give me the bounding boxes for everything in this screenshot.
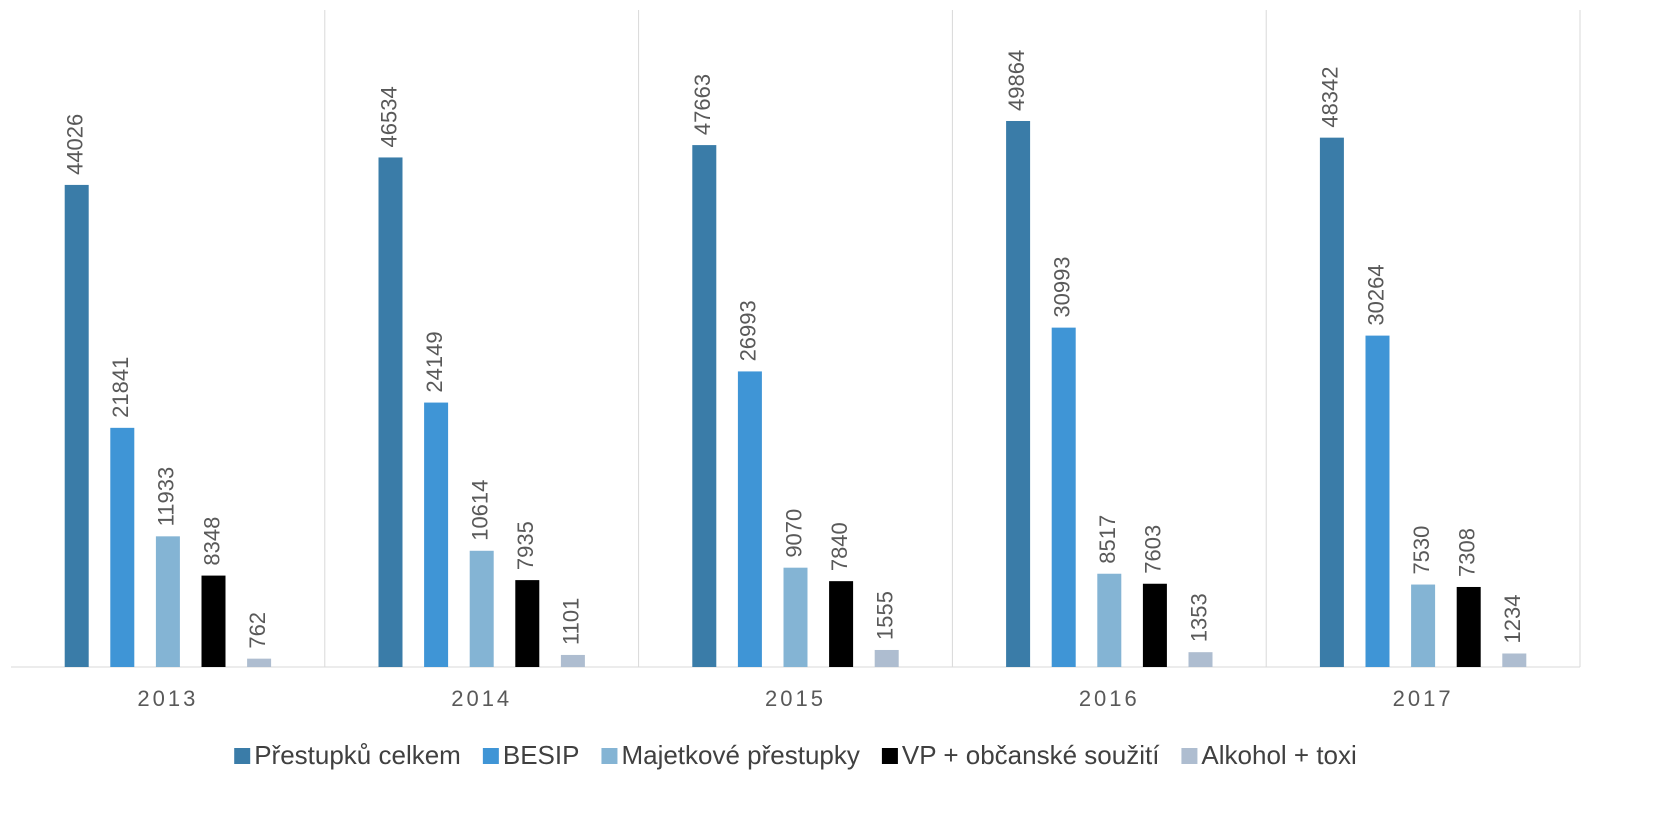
bar (737, 371, 762, 667)
bar (1319, 137, 1344, 668)
data-label: 46534 (376, 86, 401, 147)
data-label: 30264 (1363, 264, 1388, 325)
bar (1502, 653, 1527, 667)
bar (515, 580, 540, 667)
data-label: 7840 (827, 522, 852, 571)
x-tick-label: 2015 (765, 686, 826, 711)
bar (560, 654, 585, 667)
bar (1051, 327, 1076, 667)
legend-label: BESIP (503, 740, 580, 770)
bar (829, 581, 854, 667)
bar (874, 649, 899, 667)
bar (424, 402, 449, 667)
data-label: 7530 (1409, 526, 1434, 575)
data-label: 47663 (690, 74, 715, 135)
legend-label: Majetkové přestupky (621, 740, 859, 770)
legend-label: VP + občanské soužití (902, 740, 1160, 770)
bar (155, 536, 180, 667)
bar (692, 145, 717, 667)
legend-swatch (881, 748, 898, 764)
x-tick-label: 2017 (1393, 686, 1454, 711)
legend-label: Alkohol + toxi (1201, 740, 1356, 770)
legend-swatch (601, 748, 618, 764)
data-label: 24149 (422, 331, 447, 392)
bar (1456, 586, 1481, 667)
data-label: 11933 (154, 467, 179, 527)
data-label: 8348 (199, 517, 224, 566)
bar (378, 157, 403, 667)
bar (783, 567, 808, 667)
bar (1142, 583, 1167, 667)
data-label: 1101 (559, 598, 584, 645)
bar (1365, 335, 1390, 667)
bar (1188, 652, 1213, 667)
legend-swatch (234, 748, 251, 764)
bar (1097, 573, 1122, 667)
x-tick-label: 2013 (137, 686, 198, 711)
data-label: 762 (245, 612, 270, 649)
data-label: 26993 (736, 300, 761, 361)
legend-swatch (482, 748, 499, 764)
bar (110, 427, 135, 667)
data-label: 48342 (1318, 66, 1343, 127)
bar (1006, 120, 1031, 667)
data-label: 49864 (1004, 50, 1029, 111)
bar (201, 575, 226, 667)
data-label: 30993 (1050, 256, 1075, 317)
data-label: 1555 (873, 591, 898, 640)
data-label: 7308 (1455, 528, 1480, 577)
legend-swatch (1181, 748, 1198, 764)
data-label: 10614 (468, 480, 493, 541)
data-label: 1353 (1186, 593, 1211, 642)
data-label: 9070 (781, 509, 806, 558)
bar (247, 658, 272, 667)
bar (1411, 584, 1436, 667)
data-label: 7935 (513, 521, 538, 570)
legend-label: Přestupků celkem (254, 740, 461, 770)
data-label: 21841 (108, 357, 133, 418)
data-label: 1234 (1500, 595, 1525, 644)
data-label: 8517 (1095, 515, 1120, 564)
bar (469, 550, 494, 667)
data-label: 44026 (63, 114, 88, 175)
bar (64, 184, 89, 668)
x-tick-label: 2016 (1079, 686, 1140, 711)
x-tick-label: 2014 (451, 686, 512, 711)
data-label: 7603 (1141, 525, 1166, 574)
